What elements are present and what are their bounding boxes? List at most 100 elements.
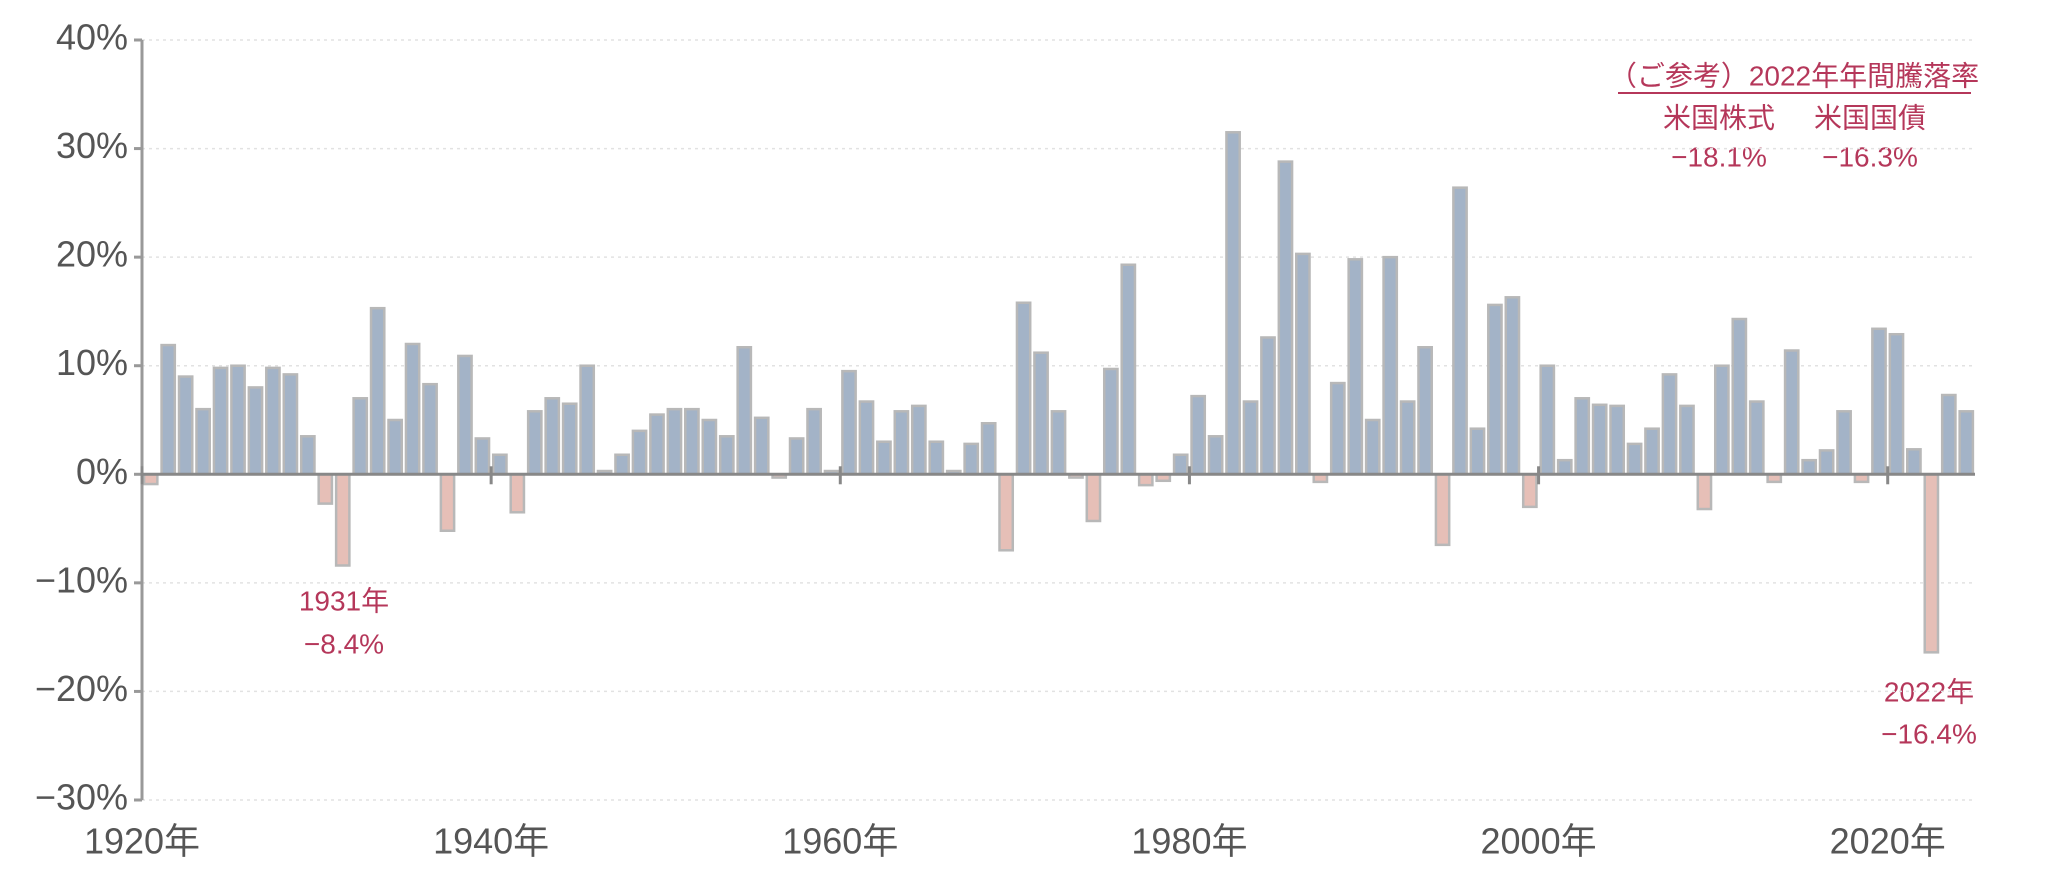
bar (928, 440, 945, 476)
bar (701, 418, 718, 476)
bar (509, 473, 526, 514)
bar (1347, 258, 1364, 476)
bar (1748, 400, 1765, 476)
bar (1434, 473, 1451, 547)
x-tick-label: 2020年 (1830, 821, 1946, 862)
bar (1225, 131, 1241, 476)
bar (1382, 255, 1399, 476)
bar (1120, 263, 1137, 476)
bar (1399, 400, 1416, 476)
y-tick-label: 10% (56, 342, 128, 383)
bar (963, 442, 980, 476)
bar (1085, 473, 1102, 523)
bar (265, 366, 281, 476)
bar (1260, 336, 1276, 476)
bar (1818, 449, 1835, 476)
reference-name: 米国株式 (1663, 102, 1775, 133)
bar (649, 413, 665, 476)
bar (369, 306, 386, 476)
bar (299, 435, 316, 476)
bar (1504, 296, 1521, 476)
reference-value: −16.3% (1822, 141, 1918, 172)
bar (1521, 473, 1538, 509)
y-tick-label: 40% (56, 17, 128, 58)
bar (334, 473, 351, 567)
bar (457, 354, 473, 476)
reference-box: （ご参考）2022年年間騰落率 米国株式 −18.1% 米国国債 −16.3% (1609, 60, 1979, 172)
bar (1050, 410, 1067, 476)
annotation: −8.4% (304, 628, 384, 659)
bar (474, 437, 491, 476)
bar (526, 410, 543, 476)
bar (806, 407, 822, 476)
bar (1172, 453, 1189, 476)
bar (1679, 404, 1695, 476)
bar (544, 397, 561, 476)
bar (1452, 186, 1468, 476)
bar (1626, 442, 1643, 476)
bar (491, 453, 508, 476)
bar (1871, 327, 1887, 476)
bar (177, 375, 194, 476)
bar (1102, 367, 1119, 476)
bar (1906, 448, 1922, 476)
reference-name: 米国国債 (1814, 102, 1926, 133)
bar (1783, 349, 1800, 476)
x-tick-label: 1960年 (782, 821, 898, 862)
bar (579, 364, 596, 476)
bar (736, 346, 753, 476)
bar (1242, 400, 1259, 476)
x-tick-label: 2000年 (1481, 821, 1597, 862)
bar (893, 410, 910, 476)
bar (1836, 410, 1852, 476)
bar (1609, 404, 1626, 476)
bar (212, 366, 229, 476)
bar (1731, 317, 1748, 476)
bar (317, 473, 334, 505)
bar (404, 342, 421, 476)
bar (1033, 351, 1049, 476)
bar (876, 440, 892, 476)
annotation: 1931年 (299, 585, 389, 616)
annotation: −16.4% (1881, 718, 1977, 749)
bar (1137, 473, 1154, 487)
bar (614, 453, 630, 476)
bar (718, 435, 735, 476)
bar (1417, 346, 1433, 476)
bar (1277, 160, 1294, 476)
bar (352, 397, 369, 476)
bar (1539, 364, 1556, 476)
bar (1015, 301, 1032, 476)
bar (1207, 435, 1224, 476)
x-tick-label: 1940年 (433, 821, 549, 862)
bar (160, 343, 177, 476)
y-tick-label: −10% (35, 559, 128, 600)
bar (247, 386, 264, 476)
bar (980, 422, 997, 476)
bar (1364, 418, 1381, 476)
bar (998, 473, 1015, 552)
bar (788, 437, 805, 476)
bar (753, 416, 770, 476)
bar (1644, 427, 1660, 476)
bar (1958, 410, 1975, 476)
bar (1888, 332, 1905, 476)
bar (1574, 397, 1591, 476)
bar (1295, 252, 1311, 476)
bar (1801, 458, 1818, 476)
bar (666, 407, 683, 476)
bar (1591, 403, 1608, 476)
bar (1469, 427, 1486, 476)
bar (230, 364, 246, 476)
x-tick-label: 1980年 (1131, 821, 1247, 862)
bar (387, 418, 404, 476)
bar (1661, 373, 1678, 476)
bar (841, 369, 857, 476)
y-tick-label: −30% (35, 777, 128, 818)
bar (1556, 458, 1573, 476)
bar (631, 429, 648, 476)
bar (910, 404, 927, 476)
bar (195, 407, 211, 476)
y-tick-label: 20% (56, 234, 128, 275)
